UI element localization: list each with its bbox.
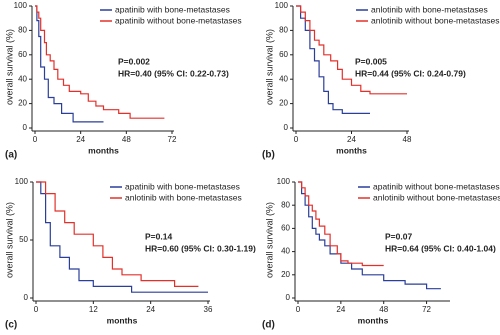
- x-tick-label: 0: [34, 305, 39, 314]
- legend-label: anlotinib without bone-metastases: [371, 15, 500, 25]
- y-tick-label: 60: [281, 224, 290, 233]
- annotation: P=0.07: [385, 231, 412, 241]
- panel-label: (d): [262, 320, 275, 331]
- y-tick-label: 100: [15, 177, 29, 186]
- legend-label: anlotinib with bone-metastases: [371, 4, 488, 14]
- y-tick-label: 80: [18, 26, 27, 35]
- y-tick-label: 100: [277, 177, 291, 186]
- x-tick-label: 36: [204, 305, 213, 314]
- y-tick-label: 0: [24, 293, 29, 302]
- panel-label: (a): [5, 150, 17, 161]
- x-tick-label: 0: [296, 305, 301, 314]
- x-tick-label: 0: [294, 135, 299, 144]
- x-axis-label: months: [336, 145, 367, 155]
- y-tick-label: 20: [279, 99, 288, 108]
- y-tick-label: 100: [275, 1, 289, 10]
- y-tick-label: 100: [14, 1, 28, 10]
- y-axis-label: overall survival (%): [4, 29, 14, 105]
- legend-label: apatinib with bone-metastases: [125, 181, 240, 191]
- legend-label: apatinib with bone-metastases: [115, 4, 230, 14]
- y-tick-label: 60: [18, 50, 27, 59]
- x-tick-label: 24: [76, 135, 85, 144]
- survival-curve: [35, 5, 104, 123]
- annotation: HR=0.40 (95% CI: 0.22-0.73): [118, 68, 229, 78]
- annotation: P=0.002: [118, 56, 150, 66]
- x-tick-label: 48: [122, 135, 131, 144]
- panel-label: (c): [5, 320, 17, 331]
- y-tick-label: 0: [23, 123, 28, 132]
- x-axis-label: months: [358, 315, 389, 325]
- survival-curve: [35, 5, 165, 119]
- y-axis-label: overall survival (%): [264, 29, 274, 105]
- annotation: HR=0.64 (95% CI: 0.40-1.04): [385, 243, 496, 253]
- survival-curve: [36, 181, 208, 293]
- y-tick-label: 20: [281, 270, 290, 279]
- y-tick-label: 40: [281, 247, 290, 256]
- annotation: P=0.005: [355, 56, 387, 66]
- panel-label: (b): [262, 150, 275, 161]
- x-tick-label: 24: [336, 305, 345, 314]
- legend-label: apatinib without bone-metastases: [373, 181, 500, 191]
- y-tick-label: 80: [281, 200, 290, 209]
- legend-label: apatinib without bone-metastases: [115, 15, 242, 25]
- y-tick-label: 0: [286, 293, 291, 302]
- x-tick-label: 0: [33, 135, 38, 144]
- x-tick-label: 48: [379, 305, 388, 314]
- x-axis-label: months: [107, 315, 138, 325]
- x-axis-label: months: [88, 145, 119, 155]
- legend-label: anlotinib with bone-metastases: [125, 192, 242, 202]
- y-tick-label: 80: [279, 26, 288, 35]
- legend-label: anlotinib without bone-metastases: [373, 192, 500, 202]
- x-tick-label: 24: [347, 135, 356, 144]
- x-tick-label: 72: [168, 135, 177, 144]
- x-tick-label: 24: [146, 305, 155, 314]
- y-tick-label: 50: [19, 235, 28, 244]
- y-tick-label: 20: [18, 99, 27, 108]
- annotation: P=0.14: [145, 231, 172, 241]
- y-tick-label: 0: [284, 123, 289, 132]
- survival-curve: [298, 181, 384, 267]
- y-tick-label: 40: [18, 74, 27, 83]
- survival-curve: [36, 181, 199, 287]
- y-tick-label: 60: [279, 50, 288, 59]
- x-tick-label: 12: [89, 305, 98, 314]
- y-tick-label: 40: [279, 74, 288, 83]
- y-axis-label: overall survival (%): [4, 202, 14, 278]
- x-tick-label: 48: [403, 135, 412, 144]
- annotation: HR=0.60 (95% CI: 0.30-1.19): [145, 243, 256, 253]
- x-tick-label: 72: [422, 305, 431, 314]
- y-axis-label: overall survival (%): [264, 202, 274, 278]
- survival-curve: [296, 5, 407, 95]
- annotation: HR=0.44 (95% CI: 0.24-0.79): [355, 68, 466, 78]
